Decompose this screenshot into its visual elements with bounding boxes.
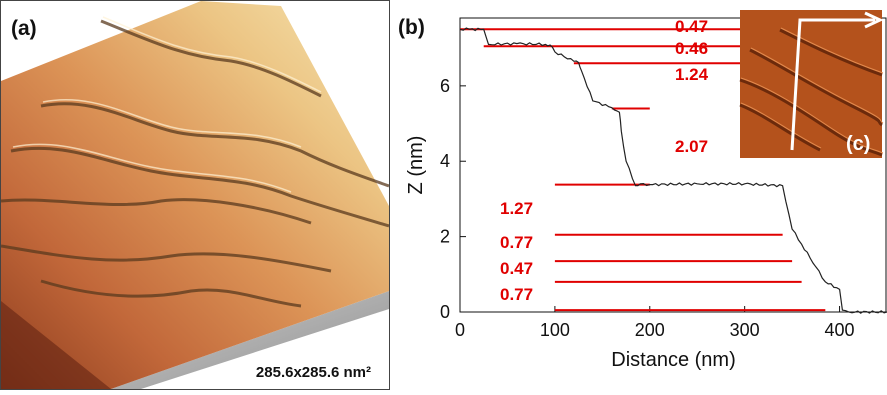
inset-step-highlight	[780, 27, 884, 74]
panel-c-tag: (c)	[846, 133, 870, 155]
profile-series	[459, 27, 887, 314]
x-tick-label: 300	[730, 320, 760, 340]
afm-3d-panel: (a) 285.6x285.6 nm²	[0, 0, 390, 390]
inset-step-edge	[739, 78, 883, 157]
chart-axes: 0 100 200 300 400 0 2 4 6 Distance (nm) Z (nm)	[405, 17, 887, 371]
profile-arrow	[790, 18, 875, 151]
height-profile-panel: (b) 0 100 200 300 400 0 2 4 6 Distance (nm) Z (nm)…	[390, 0, 887, 390]
inset-step-highlight	[740, 102, 822, 149]
y-tick-label: 6	[440, 76, 450, 96]
y-tick-label: 4	[440, 151, 450, 171]
panel-a-tag: (a)	[11, 17, 37, 40]
x-tick-label: 100	[540, 320, 570, 340]
step-height-label: 0.47	[500, 259, 533, 278]
y-tick-label: 0	[440, 302, 450, 322]
step-height-label: 2.07	[675, 137, 708, 156]
x-tick-label: 0	[455, 320, 465, 340]
profile-line	[459, 27, 887, 314]
height-profile-chart: 0 100 200 300 400 0 2 4 6 Distance (nm) Z (nm) 0.4…	[405, 10, 887, 371]
inset-step-edge	[779, 28, 883, 77]
inset-step-edge	[739, 103, 821, 152]
afm-3d-surface	[0, 1, 390, 389]
y-axis-label: Z (nm)	[405, 136, 427, 195]
plot-frame	[459, 17, 887, 313]
step-height-label: 1.24	[675, 65, 709, 84]
profile-arrow-head	[864, 11, 884, 29]
y-tick-label: 2	[440, 227, 450, 247]
x-tick-label: 400	[825, 320, 855, 340]
step-height-label: 0.77	[500, 285, 533, 304]
step-height-label: 0.77	[500, 233, 533, 252]
step-height-labels: 0.47 0.46 1.24 2.07 1.27 0.77 0.47 0.77	[500, 17, 709, 304]
x-axis-label: Distance (nm)	[611, 349, 735, 371]
step-height-label: 1.27	[500, 199, 533, 218]
scan-size-label: 285.6x285.6 nm²	[255, 364, 371, 381]
inset-step-highlight	[750, 47, 884, 124]
step-height-label: 0.47	[675, 17, 708, 36]
inset-step-edge	[749, 48, 883, 127]
inset-step-highlight	[740, 77, 884, 154]
afm-inset-image: (c)	[739, 10, 884, 158]
x-tick-label: 200	[635, 320, 665, 340]
step-height-label: 0.46	[675, 39, 708, 58]
panel-b-tag: (b)	[398, 16, 425, 39]
